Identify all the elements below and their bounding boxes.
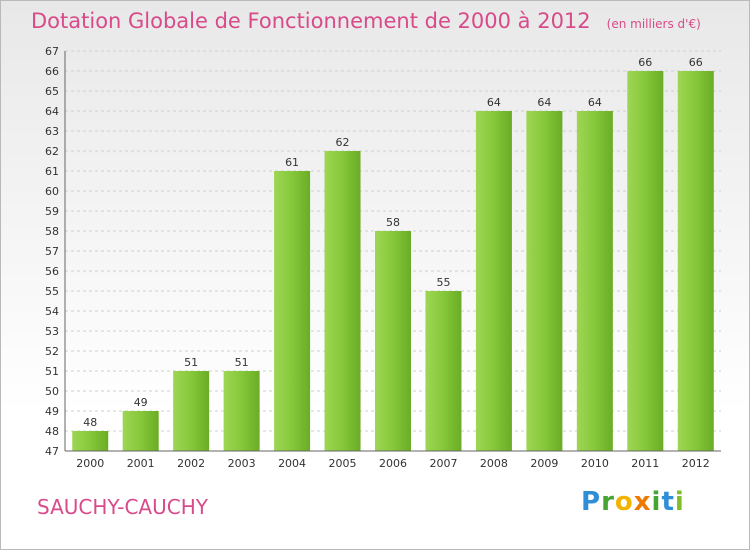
bar: [122, 411, 159, 451]
data-label: 64: [487, 96, 501, 109]
data-label: 58: [386, 216, 400, 229]
data-label: 64: [588, 96, 602, 109]
y-tick-label: 65: [45, 85, 59, 98]
value-labels: 48 49 51 51 61 62 58 55 64 64 64 66 66: [83, 56, 703, 429]
y-tick-label: 55: [45, 285, 59, 298]
bar: [324, 151, 361, 451]
bar: [72, 431, 109, 451]
x-tick-label: 2002: [177, 457, 205, 470]
x-tick-label: 2012: [682, 457, 710, 470]
y-tick-label: 49: [45, 405, 59, 418]
y-tick-label: 61: [45, 165, 59, 178]
chart-title: Dotation Globale de Fonctionnement de 20…: [31, 9, 701, 33]
y-tick-label: 67: [45, 45, 59, 58]
x-tick-label: 2007: [429, 457, 457, 470]
x-tick-label: 2004: [278, 457, 306, 470]
data-label: 66: [638, 56, 652, 69]
data-label: 64: [537, 96, 551, 109]
bar: [576, 111, 613, 451]
x-tick-label: 2000: [76, 457, 104, 470]
y-tick-label: 54: [45, 305, 59, 318]
bar: [526, 111, 563, 451]
y-tick-label: 50: [45, 385, 59, 398]
bar: [475, 111, 512, 451]
data-label: 61: [285, 156, 299, 169]
y-tick-label: 47: [45, 445, 59, 458]
x-tick-label: 2011: [631, 457, 659, 470]
y-tick-label: 52: [45, 345, 59, 358]
y-tick-label: 59: [45, 205, 59, 218]
x-tick-label: 2010: [581, 457, 609, 470]
y-tick-label: 53: [45, 325, 59, 338]
y-tick-label: 64: [45, 105, 59, 118]
bar: [375, 231, 411, 451]
x-tick-label: 2005: [329, 457, 357, 470]
bar: [425, 291, 462, 451]
y-axis-ticks: 47 48 49 50 51 52 53 54 55 56 57 58 59 60 61 62 63 64 65 66…: [45, 45, 59, 458]
data-label: 51: [184, 356, 198, 369]
x-tick-label: 2001: [127, 457, 155, 470]
proxiti-logo: Proxiti: [581, 487, 685, 517]
data-label: 51: [235, 356, 249, 369]
y-tick-label: 51: [45, 365, 59, 378]
y-tick-label: 48: [45, 425, 59, 438]
y-tick-label: 62: [45, 145, 59, 158]
y-tick-label: 57: [45, 245, 59, 258]
bar: [173, 371, 210, 451]
title-text: Dotation Globale de Fonctionnement de 20…: [31, 9, 591, 33]
y-tick-label: 56: [45, 265, 59, 278]
bar: [627, 71, 664, 451]
y-tick-label: 58: [45, 225, 59, 238]
y-tick-label: 66: [45, 65, 59, 78]
bars: [72, 71, 714, 451]
x-axis-ticks: 2000 2001 2002 2003 2004 2005 2006 2007 2008 2009…: [76, 457, 710, 470]
town-name: SAUCHY-CAUCHY: [37, 495, 208, 519]
data-label: 48: [83, 416, 97, 429]
y-tick-label: 60: [45, 185, 59, 198]
y-tick-label: 63: [45, 125, 59, 138]
bar: [274, 171, 311, 451]
data-label: 62: [336, 136, 350, 149]
x-tick-label: 2008: [480, 457, 508, 470]
data-label: 49: [134, 396, 148, 409]
x-tick-label: 2006: [379, 457, 407, 470]
data-label: 66: [689, 56, 703, 69]
x-tick-label: 2009: [530, 457, 558, 470]
unit-label: (en milliers d'€): [606, 17, 701, 31]
data-label: 55: [436, 276, 450, 289]
bar: [677, 71, 714, 451]
x-tick-label: 2003: [228, 457, 256, 470]
bar: [223, 371, 260, 451]
